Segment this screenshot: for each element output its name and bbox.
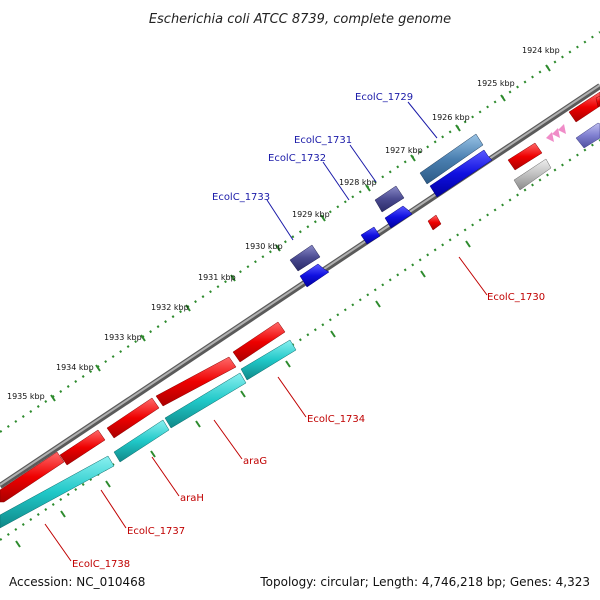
red-callouts: EcolC_1730 EcolC_1734 araG araH EcolC_17… bbox=[44, 256, 545, 570]
gene-ecolc-1731-block[interactable] bbox=[374, 185, 405, 213]
gene-lavender-top[interactable] bbox=[575, 122, 600, 149]
gene-ecolc-1734[interactable] bbox=[232, 321, 286, 363]
kbp-labels: 1924 kbp 1925 kbp 1926 kbp 1927 kbp 1928… bbox=[7, 46, 560, 401]
cds-track bbox=[0, 339, 297, 529]
label-ecolc-1737: EcolC_1737 bbox=[127, 526, 185, 537]
gene-ecolc-1730[interactable] bbox=[427, 214, 442, 231]
inner-major-ticks bbox=[15, 240, 471, 548]
gene-red-top-3[interactable] bbox=[595, 95, 600, 108]
reverse-genes bbox=[289, 122, 600, 288]
kbp-label: 1932 kbp bbox=[151, 303, 189, 312]
outer-tick-track bbox=[0, 31, 600, 433]
kbp-label: 1928 kbp bbox=[339, 178, 377, 187]
genome-backbone bbox=[0, 83, 600, 489]
gene-ecolc-1731-arrow[interactable] bbox=[384, 205, 413, 229]
gene-ecolc-1729-arrow[interactable] bbox=[429, 149, 493, 198]
label-ecolc-1731: EcolC_1731 bbox=[294, 135, 352, 146]
kbp-label: 1930 kbp bbox=[245, 242, 283, 251]
label-arag: araG bbox=[243, 456, 267, 467]
kbp-label: 1925 kbp bbox=[477, 79, 515, 88]
kbp-label: 1933 kbp bbox=[104, 333, 142, 342]
label-arah: araH bbox=[180, 493, 204, 504]
gene-pink-top-1[interactable] bbox=[546, 132, 554, 142]
accession-text: Accession: NC_010468 bbox=[9, 575, 145, 589]
gene-ecolc-1733-arrow[interactable] bbox=[299, 263, 330, 288]
gene-red-top-1[interactable] bbox=[507, 142, 543, 171]
blue-callouts: EcolC_1729 EcolC_1731 EcolC_1732 EcolC_1… bbox=[212, 92, 438, 241]
gene-pink-top-2[interactable] bbox=[552, 128, 560, 138]
map-title: Escherichia coli ATCC 8739, complete gen… bbox=[149, 12, 451, 27]
cds-arah[interactable] bbox=[113, 419, 170, 463]
gene-arah[interactable] bbox=[106, 397, 160, 439]
label-ecolc-1738: EcolC_1738 bbox=[72, 559, 130, 570]
kbp-label: 1931 kbp bbox=[198, 273, 236, 282]
gene-arag[interactable] bbox=[155, 356, 237, 407]
gene-ecolc-1738[interactable] bbox=[0, 451, 65, 503]
kbp-label: 1927 kbp bbox=[385, 146, 423, 155]
kbp-label: 1924 kbp bbox=[522, 46, 560, 55]
gene-ecolc-1733-block[interactable] bbox=[289, 244, 321, 272]
kbp-label: 1929 kbp bbox=[292, 210, 330, 219]
gene-ecolc-1737[interactable] bbox=[59, 429, 106, 466]
inner-tick-track bbox=[0, 139, 600, 541]
forward-genes bbox=[0, 91, 600, 503]
gene-red-top-2[interactable] bbox=[568, 91, 600, 123]
kbp-label: 1934 kbp bbox=[56, 363, 94, 372]
label-ecolc-1734: EcolC_1734 bbox=[307, 414, 365, 425]
gene-ecolc-1732[interactable] bbox=[360, 226, 381, 245]
label-ecolc-1733: EcolC_1733 bbox=[212, 192, 270, 203]
cds-arag[interactable] bbox=[164, 372, 247, 429]
gene-pink-top-3[interactable] bbox=[558, 124, 566, 134]
kbp-label: 1926 kbp bbox=[432, 113, 470, 122]
outer-major-ticks bbox=[50, 64, 551, 402]
topology-text: Topology: circular; Length: 4,746,218 bp… bbox=[259, 575, 590, 589]
label-ecolc-1732: EcolC_1732 bbox=[268, 153, 326, 164]
cds-ecolc-1734[interactable] bbox=[240, 339, 297, 381]
cds-ecolc-1738[interactable] bbox=[0, 455, 115, 529]
gene-ecolc-1729-block[interactable] bbox=[419, 133, 484, 185]
label-ecolc-1730: EcolC_1730 bbox=[487, 292, 545, 303]
gene-grey-top[interactable] bbox=[513, 158, 552, 191]
kbp-label: 1935 kbp bbox=[7, 392, 45, 401]
label-ecolc-1729: EcolC_1729 bbox=[355, 92, 413, 103]
